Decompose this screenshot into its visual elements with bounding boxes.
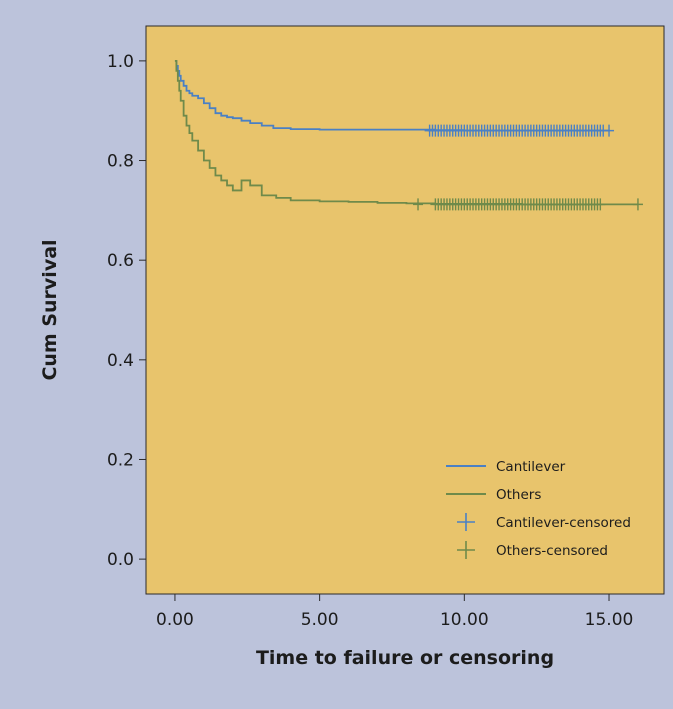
censor-group-cantilever-censored [424, 124, 615, 137]
censor-mark [632, 198, 643, 211]
y-tick-label: 0.6 [107, 251, 134, 271]
axes: 0.00 5.00 10.00 15.00 0.0 0.2 0.4 0.6 0.8 1.0 [107, 52, 633, 630]
x-tick-label: 10.00 [440, 610, 489, 630]
legend: Cantilever Others Cantilever-censored Other… [446, 459, 631, 559]
plot-area [145, 25, 665, 595]
legend-swatch [457, 513, 475, 531]
censor-group-others-censored [413, 198, 643, 211]
y-axis-title: Cum Survival [39, 239, 61, 380]
series-line-others [174, 59, 638, 206]
censor-mark [604, 124, 615, 137]
x-tick-label: 15.00 [585, 610, 634, 630]
x-tick-label: 0.00 [156, 610, 194, 630]
censor-mark [413, 198, 424, 211]
y-tick-label: 0.4 [107, 351, 134, 371]
censor-mark [595, 198, 606, 211]
series-layer [174, 59, 638, 206]
x-tick-label: 5.00 [301, 610, 339, 630]
x-axis-title: Time to failure or censoring [256, 647, 554, 669]
y-tick-label: 0.8 [107, 152, 134, 172]
legend-label: Others [496, 487, 541, 503]
legend-swatch [457, 541, 475, 559]
legend-label: Cantilever [496, 459, 566, 475]
y-tick-label: 0.0 [107, 550, 134, 570]
legend-label: Cantilever-censored [496, 515, 631, 531]
legend-label: Others-censored [496, 543, 608, 559]
y-tick-label: 0.2 [107, 450, 134, 470]
series-line-cantilever [174, 59, 610, 132]
y-tick-label: 1.0 [107, 52, 134, 72]
censor-layer [413, 124, 643, 211]
